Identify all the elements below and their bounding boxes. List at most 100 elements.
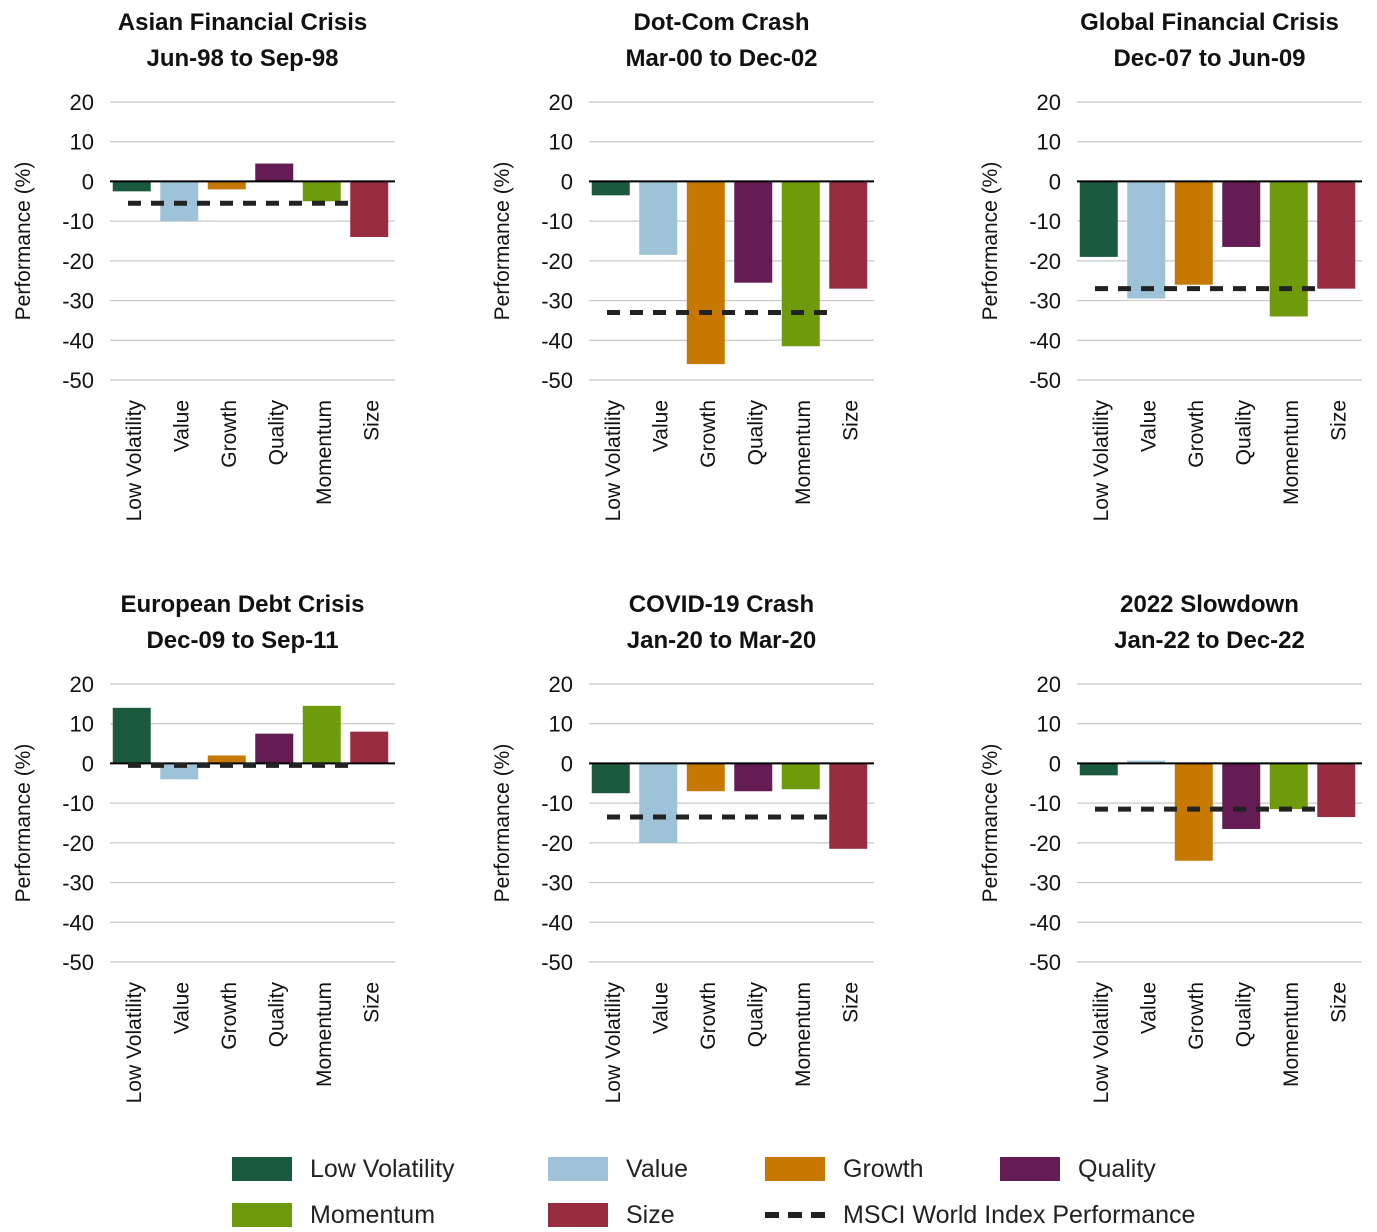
y-tick-label: 0 <box>561 751 573 776</box>
x-tick-label: Size <box>839 400 862 441</box>
legend-label: Value <box>626 1154 689 1183</box>
bar-momentum <box>302 181 341 202</box>
bar-size <box>829 763 868 849</box>
bar-size <box>1317 763 1356 818</box>
y-tick-label: -40 <box>1029 328 1061 353</box>
legend-swatch-low-volatility <box>232 1157 292 1181</box>
y-axis-label: Performance (%) <box>979 162 1002 321</box>
x-tick-label: Size <box>1327 982 1350 1023</box>
y-tick-label: 20 <box>70 672 94 697</box>
bar-value <box>639 181 678 255</box>
bar-size <box>829 181 868 289</box>
y-tick-label: -30 <box>62 871 94 896</box>
y-tick-label: -50 <box>62 368 94 393</box>
x-tick-label: Size <box>360 400 383 441</box>
y-tick-label: -40 <box>541 910 573 935</box>
chart-subtitle: Jan-20 to Mar-20 <box>627 627 816 654</box>
y-tick-label: -50 <box>62 950 94 975</box>
chart-panel-european-debt-crisis: European Debt Crisis Dec-09 to Sep-11 20 10… <box>12 591 395 1103</box>
chart-title: 2022 Slowdown <box>1120 591 1299 618</box>
chart-subtitle: Jan-22 to Dec-22 <box>1114 627 1305 654</box>
x-tick-label: Size <box>1327 400 1350 441</box>
legend-item-index: MSCI World Index Performance <box>765 1198 1195 1232</box>
chart-panel-asian-financial-crisis: Asian Financial Crisis Jun-98 to Sep-98 20… <box>12 9 395 521</box>
x-tick-label: Low Volatility <box>1090 982 1113 1104</box>
y-tick-label: -20 <box>541 249 573 274</box>
bar-momentum <box>781 763 820 790</box>
legend-item-momentum: Momentum <box>232 1198 435 1232</box>
legend-item-quality: Quality <box>1000 1152 1156 1186</box>
y-tick-label: 0 <box>1049 751 1061 776</box>
chart-panel-covid-19-crash: COVID-19 Crash Jan-20 to Mar-20 20 10 0 -10 -2… <box>491 591 874 1103</box>
x-tick-label: Value <box>170 400 193 452</box>
x-tick-label: Low Volatility <box>123 982 146 1104</box>
y-tick-label: 20 <box>1037 672 1061 697</box>
factor-performance-charts: Asian Financial Crisis Jun-98 to Sep-98 20… <box>12 9 1362 1103</box>
y-tick-label: -40 <box>1029 910 1061 935</box>
legend-label: Quality <box>1078 1154 1156 1183</box>
x-tick-label: Momentum <box>792 982 815 1087</box>
bar-momentum <box>1269 181 1308 317</box>
x-tick-label: Momentum <box>313 982 336 1087</box>
y-tick-label: 10 <box>1037 712 1061 737</box>
x-tick-label: Quality <box>744 982 767 1048</box>
x-tick-label: Quality <box>1232 400 1255 466</box>
y-axis-label: Performance (%) <box>12 744 35 903</box>
y-tick-label: 10 <box>549 130 573 155</box>
bar-growth <box>207 181 246 190</box>
x-tick-label: Low Volatility <box>602 400 625 522</box>
y-axis-label: Performance (%) <box>491 162 514 321</box>
legend-dash-index <box>765 1203 825 1227</box>
y-tick-label: -20 <box>62 249 94 274</box>
bar-quality <box>734 763 773 792</box>
y-tick-label: 0 <box>1049 169 1061 194</box>
x-tick-label: Quality <box>1232 982 1255 1048</box>
bar-size <box>350 731 389 764</box>
y-tick-label: 0 <box>561 169 573 194</box>
y-tick-label: -10 <box>541 791 573 816</box>
bar-low-volatility <box>112 707 151 764</box>
bar-size <box>350 181 389 238</box>
x-tick-label: Size <box>360 982 383 1023</box>
x-tick-label: Quality <box>744 400 767 466</box>
y-tick-label: 20 <box>549 672 573 697</box>
y-tick-label: -40 <box>62 910 94 935</box>
chart-panel-2022-slowdown: 2022 Slowdown Jan-22 to Dec-22 20 10 0 -10 -20… <box>979 591 1362 1103</box>
x-tick-label: Momentum <box>313 400 336 505</box>
bar-growth <box>1174 763 1213 861</box>
y-tick-label: -30 <box>541 289 573 314</box>
legend-swatch-value <box>548 1157 608 1181</box>
y-tick-label: -10 <box>62 209 94 234</box>
y-tick-label: 10 <box>549 712 573 737</box>
y-tick-label: -10 <box>541 209 573 234</box>
legend-swatch-momentum <box>232 1203 292 1227</box>
y-tick-label: -20 <box>1029 249 1061 274</box>
x-tick-label: Quality <box>265 400 288 466</box>
chart-subtitle: Dec-09 to Sep-11 <box>146 627 338 654</box>
x-tick-label: Value <box>170 982 193 1034</box>
y-tick-label: -40 <box>541 328 573 353</box>
legend-label: Momentum <box>310 1200 436 1229</box>
x-tick-label: Low Volatility <box>123 400 146 522</box>
x-tick-label: Momentum <box>792 400 815 505</box>
x-tick-label: Size <box>839 982 862 1023</box>
y-tick-label: -50 <box>541 368 573 393</box>
x-tick-label: Momentum <box>1280 400 1303 505</box>
y-tick-label: -10 <box>1029 791 1061 816</box>
legend-label: Size <box>626 1200 675 1229</box>
x-tick-label: Quality <box>265 982 288 1048</box>
bar-value <box>160 763 199 780</box>
chart-subtitle: Mar-00 to Dec-02 <box>625 45 817 72</box>
bar-quality <box>255 163 294 182</box>
x-tick-label: Growth <box>697 982 720 1050</box>
legend-label: MSCI World Index Performance <box>843 1200 1196 1229</box>
y-tick-label: -20 <box>1029 831 1061 856</box>
bar-value <box>1127 760 1166 764</box>
bar-quality <box>1222 763 1261 829</box>
chart-title: COVID-19 Crash <box>629 591 814 618</box>
bar-value <box>1127 181 1166 299</box>
chart-subtitle: Dec-07 to Jun-09 <box>1113 45 1305 72</box>
legend-item-size: Size <box>548 1198 675 1232</box>
bar-low-volatility <box>591 181 630 196</box>
bar-value <box>639 763 678 843</box>
